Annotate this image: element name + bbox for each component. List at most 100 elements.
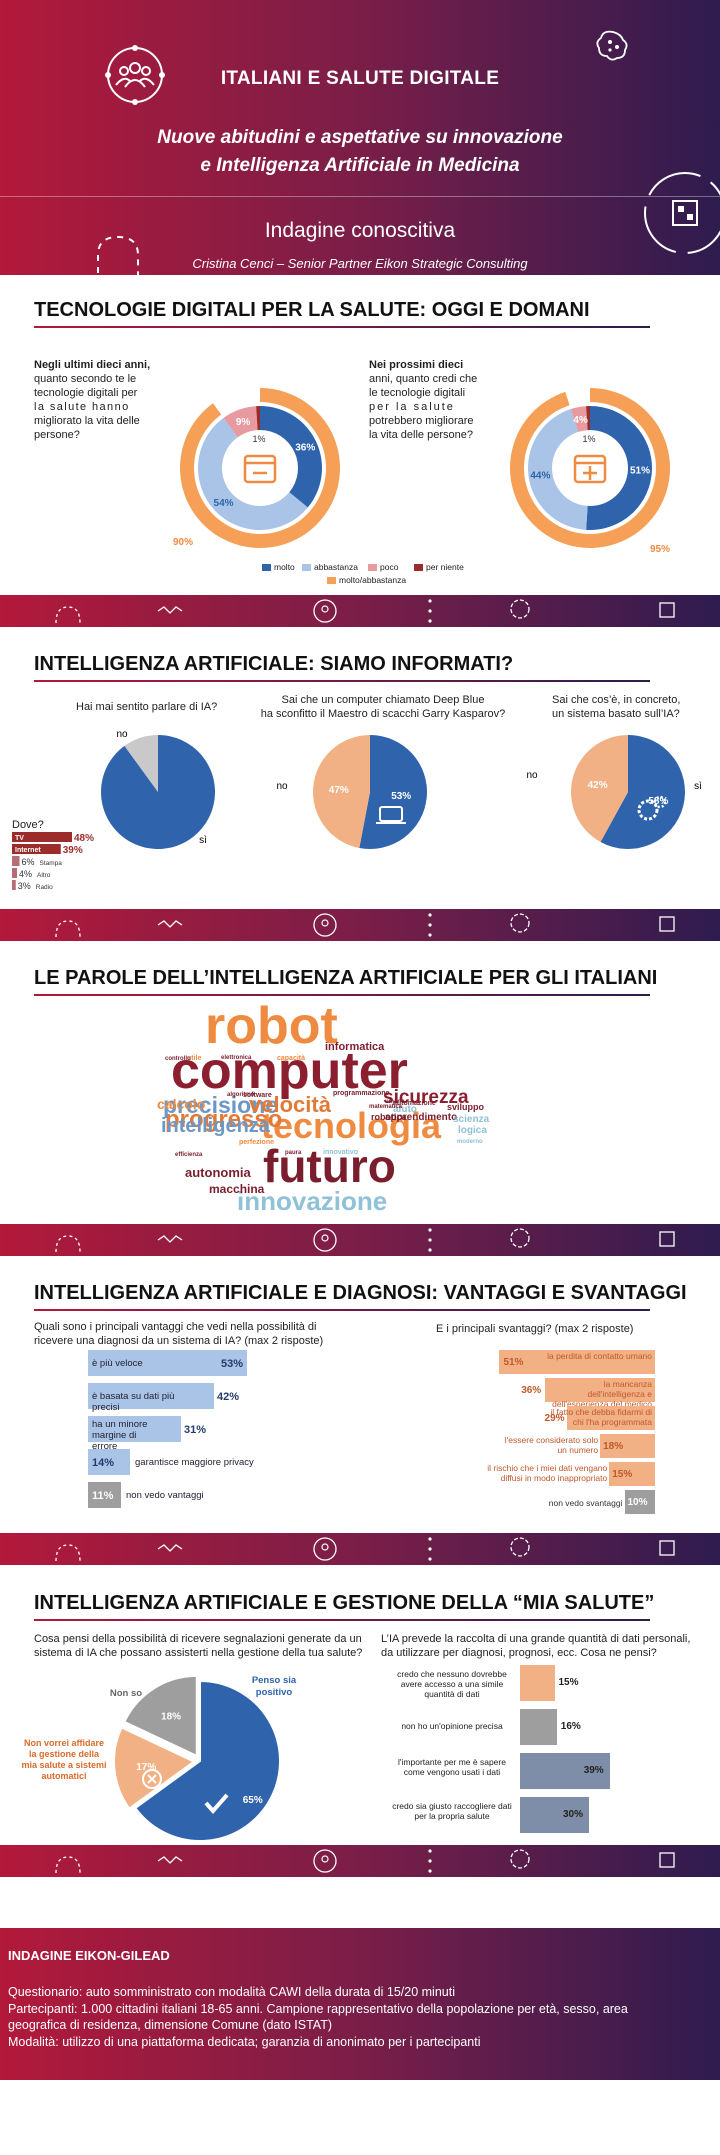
word-minor: aiuto: [393, 1104, 417, 1115]
word-minor: efficienza: [175, 1152, 203, 1158]
legend-label: per niente: [426, 562, 464, 572]
pie-slice-positivo: [133, 1679, 281, 1842]
hero-subtitle: Nuove abitudini e aspettative su innovaz…: [0, 124, 720, 180]
word-major: innovazione: [237, 1186, 388, 1216]
vantaggio-bar: [88, 1383, 214, 1409]
s2-q3: Sai che cos’è, in concreto, un sistema b…: [552, 693, 680, 721]
s1-q2-l6: la vita delle persone?: [369, 429, 473, 441]
donut-inner-per-niente: [256, 406, 260, 431]
divider-band-5: [0, 1845, 720, 1877]
vantaggio-value: 14%: [92, 1457, 115, 1469]
donut-chart-domani: 51% 44% 4% 1% 95%: [510, 388, 670, 555]
checkmark-icon: [204, 1793, 229, 1815]
svantaggio-label: il fatto che debba fidarmi di chi l'ha p…: [550, 1407, 652, 1427]
s1-q1-l6: persone?: [34, 429, 80, 441]
svantaggio-value: 15%: [612, 1469, 633, 1480]
s1-legend: molto abbastanza poco per niente molto/abbas…: [262, 562, 502, 592]
svantaggio-bar: [600, 1434, 655, 1458]
legend-swatch: [368, 564, 377, 572]
s4-title: INTELLIGENZA ARTIFICIALE E DIAGNOSI: VAN…: [34, 1282, 687, 1304]
dove-bar-stampa: [12, 856, 20, 866]
hero-title: ITALIANI E SALUTE DIGITALE: [220, 68, 500, 89]
legend-label: molto: [274, 562, 295, 572]
dove-bar-radio: [12, 880, 16, 890]
laptop-icon: [379, 806, 403, 822]
pie-label-positivo: Penso sia: [252, 1675, 297, 1686]
zigzag-icon: [157, 1544, 183, 1552]
vantaggio-value: 31%: [184, 1424, 207, 1436]
svantaggi-bar-chart: la perdita di contatto umano 51% la mancan…: [430, 1350, 660, 1530]
legend-swatch: [262, 564, 271, 572]
s1-q2-l2: anni, quanto credi che: [369, 373, 478, 385]
people-circle-icon: [313, 599, 337, 623]
band-icons: [55, 913, 675, 938]
donut-inner-poco: [223, 406, 258, 438]
dots-icon: [428, 913, 432, 917]
legend-swatch: [414, 564, 423, 572]
footer-line2: Partecipanti: 1.000 cittadini italiani 1…: [8, 2002, 628, 2016]
donut-label: 4%: [573, 415, 588, 426]
legend-item: molto: [262, 562, 295, 572]
dove-value: 4%: [19, 869, 32, 879]
dots-icon: [428, 619, 432, 623]
band-icons: [55, 1849, 675, 1874]
dove-value: 3%: [18, 881, 31, 891]
s3-rule: [34, 994, 650, 996]
s2-rule: [34, 680, 650, 682]
divider-band-3: [0, 1224, 720, 1256]
vantaggio-bar: [88, 1416, 181, 1442]
pie-slice-nonso: [123, 1674, 198, 1758]
dove-cat-label: TV: [15, 835, 24, 842]
svantaggio-bar: [566, 1406, 655, 1430]
s5-q-right: L’IA prevede la raccolta di una grande q…: [381, 1632, 690, 1660]
word-minor: capacità: [277, 1055, 306, 1062]
donut-label: 51%: [630, 466, 650, 477]
svantaggio-value: 51%: [503, 1357, 524, 1368]
legend-item: abbastanza: [302, 562, 358, 572]
dashed-arc-icon: [55, 1235, 81, 1253]
svantaggio-value: 10%: [627, 1497, 648, 1508]
svantaggio-bar: [624, 1490, 655, 1514]
word-cloud: robot computer futuro tecnologia innovazione…: [157, 997, 545, 1222]
s1-q1-l4: la salute hanno: [34, 401, 130, 413]
dati-label: credo sia giusto raccogliere dati per la…: [392, 1801, 512, 1821]
s1-q2-l4: per la salute: [369, 401, 455, 413]
donut-label: 54%: [214, 498, 234, 509]
dove-label: Dove?: [12, 819, 44, 831]
pie-slice-no: [313, 735, 370, 848]
legend-label: abbastanza: [314, 562, 358, 572]
word-minor: informatica: [325, 1041, 385, 1053]
word-minor: apprendimento: [385, 1112, 458, 1123]
s1-q1-l1: Negli ultimi dieci anni,: [34, 359, 151, 371]
pie-slice-negativo: [113, 1726, 196, 1810]
s1-q2-l5: potrebbero migliorare: [369, 415, 474, 427]
s1-q2: Nei prossimi dieci anni, quanto credi ch…: [369, 358, 493, 442]
legend-item: poco: [368, 562, 398, 572]
icon-dot: [321, 1543, 329, 1551]
donut-inner-per-niente: [586, 406, 590, 431]
svantaggio-bar: [545, 1378, 655, 1402]
dove-cat-label: Radio: [36, 884, 53, 891]
s4-q-left-l2: ricevere una diagnosi da un sistema di I…: [34, 1335, 324, 1347]
qr-scan-icon: [659, 916, 675, 932]
dots-icon: [428, 1537, 432, 1541]
word-minor: elettronica: [221, 1055, 252, 1061]
word-minor: innovativo: [323, 1149, 359, 1156]
zigzag-icon: [157, 606, 183, 614]
word-minor: matematica: [369, 1104, 403, 1110]
zigzag-icon: [157, 1856, 183, 1864]
word-major: robot: [205, 997, 338, 1055]
word-minor: autonomia: [185, 1165, 251, 1180]
svantaggio-label: non vedo svantaggi: [548, 1498, 623, 1508]
qr-scan-icon: [659, 602, 675, 618]
s1-rule: [34, 326, 650, 328]
legend-swatch: [327, 577, 336, 585]
s4-q-right: E i principali svantaggi? (max 2 rispost…: [436, 1323, 634, 1335]
vantaggio-value: 53%: [221, 1358, 244, 1370]
dashed-arc-icon: [97, 235, 139, 275]
divider-band-4: [0, 1533, 720, 1565]
pie-sentito-ia: sì no: [100, 729, 215, 849]
s4-rule: [34, 1309, 650, 1311]
word-minor: scienza: [453, 1114, 490, 1125]
